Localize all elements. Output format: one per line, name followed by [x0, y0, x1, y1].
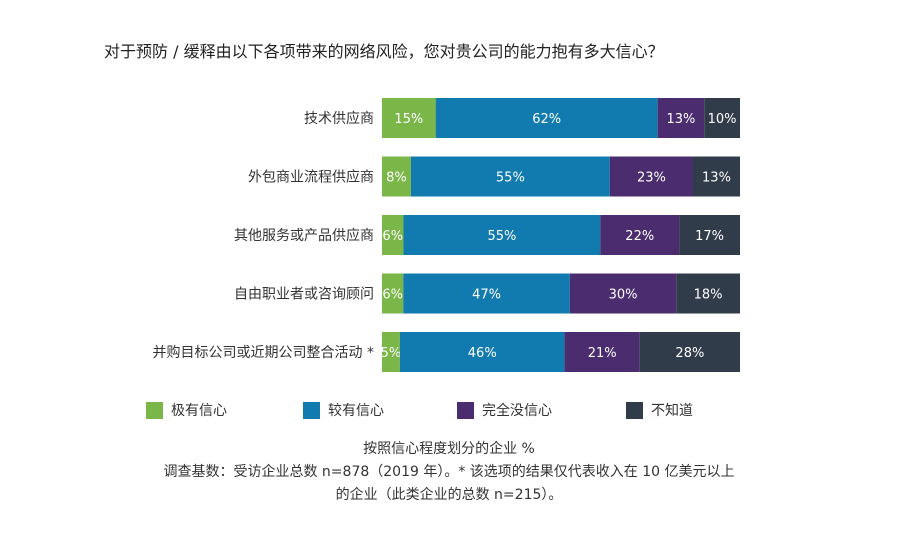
category-label: 自由职业者或咨询顾问 [234, 287, 374, 303]
data-label: 55% [496, 171, 525, 186]
data-label: 47% [472, 288, 501, 303]
legend-swatch-not-confident [457, 401, 474, 419]
bar-segment-somewhat-confident [403, 215, 601, 255]
bar-segment-not-confident [657, 98, 705, 138]
data-label: 23% [637, 171, 666, 186]
legend-swatch-dont-know [626, 401, 643, 419]
data-label: 22% [625, 229, 654, 244]
chart-title: 对于预防 / 缓释由以下各项带来的网络风险，您对贵公司的能力抱有多大信心？ [104, 42, 664, 61]
bar-segment-very-confident [382, 332, 400, 372]
bar-segment-very-confident [382, 98, 436, 138]
category-label: 技术供应商 [304, 110, 374, 127]
bar-segment-somewhat-confident [403, 273, 570, 314]
data-label: 15% [394, 112, 423, 127]
data-label: 10% [708, 112, 737, 127]
notes-line-1: 按照信心程度划分的企业 % [363, 441, 535, 457]
legend-label-not-confident: 完全没信心 [482, 403, 552, 419]
data-label: 28% [675, 346, 704, 361]
data-label: 30% [609, 288, 638, 303]
bar-segment-not-confident [569, 273, 677, 314]
data-label: 17% [695, 229, 724, 244]
legend-label-very-confident: 极有信心 [171, 403, 227, 419]
bar-segment-not-confident [609, 156, 693, 197]
data-label: 6% [382, 229, 403, 244]
bar-segment-somewhat-confident [410, 156, 610, 197]
bar-segment-very-confident [382, 215, 404, 255]
bar-segment-dont-know [676, 273, 740, 314]
bar-segment-somewhat-confident [399, 332, 565, 372]
stacked-bar-chart: 技术供应商 15% 62% 13% 10% 外包商业流程供应商 8% 55% 23% 13% 其他服… [153, 98, 740, 372]
data-label: 55% [487, 229, 516, 244]
legend-swatch-very-confident [146, 401, 163, 419]
chart-legend: 极有信心 较有信心 完全没信心 不知道 [0, 400, 898, 422]
data-label: 8% [386, 171, 407, 186]
data-label: 62% [532, 112, 561, 127]
category-label: 其他服务或产品供应商 [234, 227, 374, 244]
category-label: 外包商业流程供应商 [248, 169, 374, 186]
data-label: 18% [694, 288, 723, 303]
legend-label-somewhat-confident: 较有信心 [328, 403, 384, 419]
notes-line-2: 调查基数：受访企业总数 n=878（2019 年）。* 该选项的结果仅代表收入在… [163, 464, 735, 480]
legend-item-very-confident: 极有信心 [146, 400, 227, 420]
legend-swatch-somewhat-confident [303, 401, 320, 419]
data-label: 13% [702, 171, 731, 186]
legend-item-not-confident: 完全没信心 [457, 400, 552, 420]
bar-segment-somewhat-confident [435, 98, 658, 138]
bar-segment-very-confident [382, 273, 404, 314]
bar-segment-dont-know [692, 156, 740, 197]
category-label: 并购目标公司或近期公司整合活动 * [153, 345, 374, 361]
data-label: 21% [588, 346, 617, 361]
data-label: 46% [468, 346, 497, 361]
notes-line-3: 的企业（此类企业的总数 n=215）。 [335, 487, 563, 503]
legend-item-dont-know: 不知道 [626, 400, 693, 420]
bar-segment-not-confident [564, 332, 640, 372]
bar-segment-dont-know [704, 98, 740, 138]
data-label: 13% [666, 112, 695, 127]
bar-segment-dont-know [639, 332, 740, 372]
bar-segment-not-confident [600, 215, 680, 255]
bar-segment-very-confident [382, 156, 411, 197]
data-label: 5% [381, 346, 402, 361]
legend-label-dont-know: 不知道 [651, 403, 693, 419]
chart-notes: 按照信心程度划分的企业 % 调查基数：受访企业总数 n=878（2019 年）。… [0, 438, 898, 507]
legend-item-somewhat-confident: 较有信心 [303, 400, 384, 420]
data-label: 6% [382, 288, 403, 303]
bar-segment-dont-know [679, 215, 740, 255]
